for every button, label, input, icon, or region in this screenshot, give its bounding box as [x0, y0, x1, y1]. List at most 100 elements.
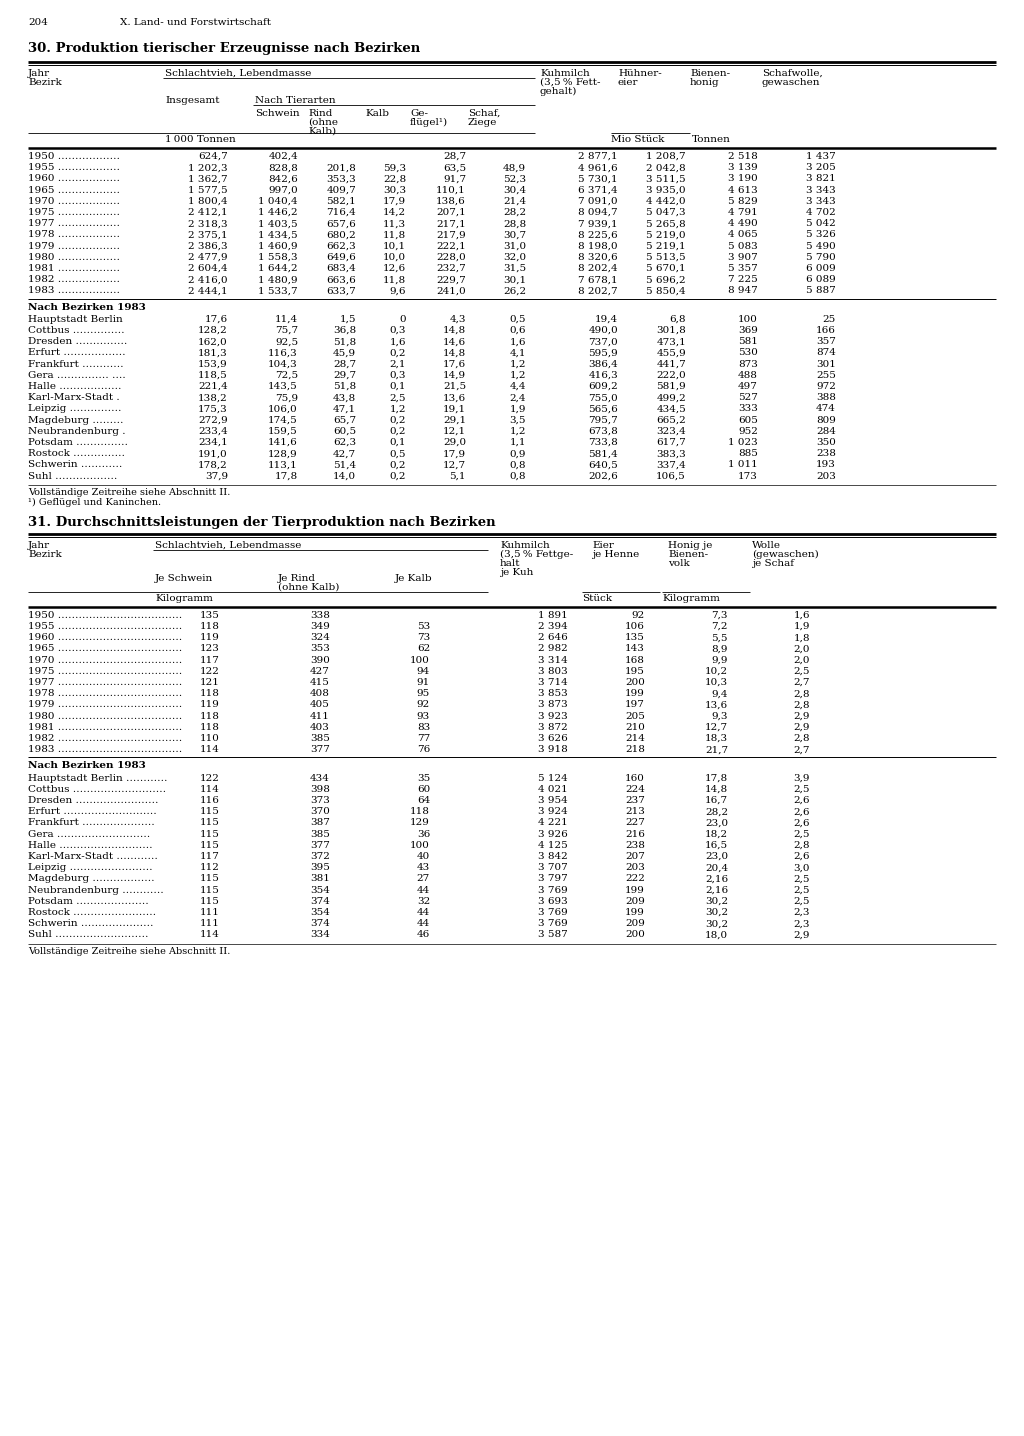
- Text: 3 343: 3 343: [806, 185, 836, 195]
- Text: Suhl ………………………: Suhl ………………………: [28, 931, 148, 939]
- Text: 0,3: 0,3: [389, 370, 406, 379]
- Text: 46: 46: [417, 931, 430, 939]
- Text: 17,9: 17,9: [383, 197, 406, 205]
- Text: 18,0: 18,0: [705, 931, 728, 939]
- Text: 115: 115: [200, 886, 220, 895]
- Text: Potsdam …………………: Potsdam …………………: [28, 898, 148, 906]
- Text: Gera …………… ….: Gera …………… ….: [28, 370, 126, 379]
- Text: 3 139: 3 139: [728, 164, 758, 172]
- Text: 77: 77: [417, 734, 430, 742]
- Text: Kalb: Kalb: [365, 109, 389, 118]
- Text: 193: 193: [816, 461, 836, 470]
- Text: 1950 ………………………………: 1950 ………………………………: [28, 610, 182, 620]
- Text: 3 923: 3 923: [539, 712, 568, 721]
- Text: 95: 95: [417, 689, 430, 698]
- Text: 213: 213: [625, 807, 645, 816]
- Text: 527: 527: [738, 393, 758, 402]
- Text: 386,4: 386,4: [588, 359, 618, 369]
- Text: 2 412,1: 2 412,1: [188, 208, 228, 217]
- Text: 174,5: 174,5: [268, 415, 298, 425]
- Text: 62,3: 62,3: [333, 438, 356, 447]
- Text: 1,6: 1,6: [510, 337, 526, 346]
- Text: 229,7: 229,7: [436, 276, 466, 284]
- Text: 385: 385: [310, 734, 330, 742]
- Text: 2,5: 2,5: [794, 785, 810, 794]
- Text: Wolle: Wolle: [752, 541, 781, 550]
- Text: 338: 338: [310, 610, 330, 620]
- Text: 234,1: 234,1: [199, 438, 228, 447]
- Text: 135: 135: [625, 633, 645, 642]
- Text: 402,4: 402,4: [268, 152, 298, 161]
- Text: 92: 92: [632, 610, 645, 620]
- Text: 63,5: 63,5: [442, 164, 466, 172]
- Text: 2,5: 2,5: [389, 393, 406, 402]
- Text: 5 219,1: 5 219,1: [646, 241, 686, 251]
- Text: 227: 227: [625, 819, 645, 827]
- Text: 9,3: 9,3: [712, 712, 728, 721]
- Text: 3 842: 3 842: [539, 852, 568, 862]
- Text: 405: 405: [310, 701, 330, 709]
- Text: 111: 111: [200, 919, 220, 928]
- Text: Leipzig ……………………: Leipzig ……………………: [28, 863, 153, 872]
- Text: 324: 324: [310, 633, 330, 642]
- Text: 138,2: 138,2: [199, 393, 228, 402]
- Text: Vollständige Zeitreihe siehe Abschnitt II.: Vollständige Zeitreihe siehe Abschnitt I…: [28, 946, 230, 955]
- Text: Kuhmilch: Kuhmilch: [500, 541, 550, 550]
- Text: 354: 354: [310, 908, 330, 918]
- Text: 434,5: 434,5: [656, 405, 686, 414]
- Text: 5 490: 5 490: [806, 241, 836, 251]
- Text: 17,8: 17,8: [705, 774, 728, 783]
- Text: 11,3: 11,3: [383, 220, 406, 228]
- Text: 1 208,7: 1 208,7: [646, 152, 686, 161]
- Text: 3 205: 3 205: [806, 164, 836, 172]
- Text: je Kuh: je Kuh: [500, 567, 534, 577]
- Text: 5 670,1: 5 670,1: [646, 264, 686, 273]
- Text: 0,5: 0,5: [510, 314, 526, 323]
- Text: 17,9: 17,9: [442, 449, 466, 458]
- Text: 14,2: 14,2: [383, 208, 406, 217]
- Text: 28,2: 28,2: [503, 208, 526, 217]
- Text: 14,0: 14,0: [333, 471, 356, 481]
- Text: 6 009: 6 009: [806, 264, 836, 273]
- Text: 383,3: 383,3: [656, 449, 686, 458]
- Text: 51,4: 51,4: [333, 461, 356, 470]
- Text: 3 587: 3 587: [539, 931, 568, 939]
- Text: 8 094,7: 8 094,7: [579, 208, 618, 217]
- Text: 581,4: 581,4: [588, 449, 618, 458]
- Text: 104,3: 104,3: [268, 359, 298, 369]
- Text: 2,6: 2,6: [794, 796, 810, 806]
- Text: (3,5 % Fettge-: (3,5 % Fettge-: [500, 550, 573, 559]
- Text: 2 477,9: 2 477,9: [188, 253, 228, 261]
- Text: 31,5: 31,5: [503, 264, 526, 273]
- Text: Dresden ……………………: Dresden ……………………: [28, 796, 159, 806]
- Text: 3 769: 3 769: [539, 908, 568, 918]
- Text: 0,1: 0,1: [389, 438, 406, 447]
- Text: 5 219,0: 5 219,0: [646, 230, 686, 240]
- Text: 121: 121: [200, 678, 220, 686]
- Text: 30,7: 30,7: [503, 230, 526, 240]
- Text: 1965 ………………: 1965 ………………: [28, 185, 120, 195]
- Text: 649,6: 649,6: [327, 253, 356, 261]
- Text: 350: 350: [816, 438, 836, 447]
- Text: 5 326: 5 326: [806, 230, 836, 240]
- Text: 92: 92: [417, 701, 430, 709]
- Text: 45,9: 45,9: [333, 349, 356, 358]
- Text: Suhl ………………: Suhl ………………: [28, 471, 118, 481]
- Text: 416,3: 416,3: [588, 370, 618, 379]
- Text: 115: 115: [200, 819, 220, 827]
- Text: 14,8: 14,8: [705, 785, 728, 794]
- Text: 118: 118: [200, 689, 220, 698]
- Text: 13,6: 13,6: [442, 393, 466, 402]
- Text: 8 225,6: 8 225,6: [579, 230, 618, 240]
- Text: 4,4: 4,4: [510, 382, 526, 391]
- Text: 17,6: 17,6: [442, 359, 466, 369]
- Text: 2,3: 2,3: [794, 919, 810, 928]
- Text: 30,2: 30,2: [705, 908, 728, 918]
- Text: Kilogramm: Kilogramm: [662, 595, 720, 603]
- Text: Gera ………………………: Gera ………………………: [28, 830, 151, 839]
- Text: 160: 160: [625, 774, 645, 783]
- Text: 8 202,7: 8 202,7: [579, 286, 618, 296]
- Text: 118: 118: [200, 712, 220, 721]
- Text: 119: 119: [200, 633, 220, 642]
- Text: 5 047,3: 5 047,3: [646, 208, 686, 217]
